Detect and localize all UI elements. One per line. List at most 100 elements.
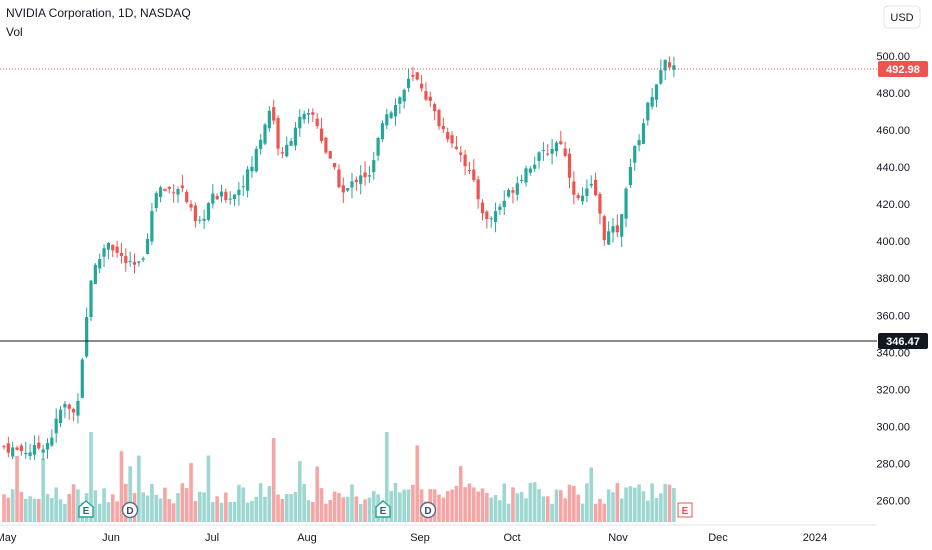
candle	[385, 108, 389, 130]
volume-bar	[532, 482, 537, 522]
candle	[176, 186, 180, 203]
candle	[211, 183, 215, 209]
candle	[89, 279, 93, 322]
marker-shape	[78, 500, 94, 518]
volume-bar	[124, 483, 128, 522]
volume-bar	[554, 489, 559, 522]
earnings-marker-icon[interactable]: E	[677, 502, 693, 518]
marker-shape	[677, 502, 693, 518]
volume-bar	[541, 496, 546, 522]
candle-body	[141, 258, 145, 260]
earnings-marker-icon[interactable]: E	[78, 500, 94, 518]
candle	[463, 150, 467, 176]
volume-bar	[506, 503, 511, 522]
volume-bar	[102, 488, 106, 522]
candle	[232, 194, 237, 206]
candle	[106, 242, 110, 260]
candle-body	[280, 152, 284, 154]
symbol-title[interactable]: NVIDIA Corporation, 1D, NASDAQ	[6, 6, 191, 20]
candle-body	[567, 153, 572, 178]
candle	[550, 138, 554, 165]
candle-body	[337, 169, 341, 188]
price-tick-label: 360.00	[876, 310, 910, 322]
candle	[315, 112, 319, 129]
volume-bar	[23, 498, 28, 522]
candle	[380, 120, 385, 142]
volume-bar	[145, 495, 150, 522]
candle	[663, 59, 667, 80]
candle-body	[615, 225, 619, 233]
candle-body	[385, 114, 389, 126]
volume-bar	[306, 500, 311, 522]
candle-body	[102, 248, 106, 257]
candle	[589, 175, 593, 189]
volume-bar	[358, 503, 363, 522]
candle	[163, 188, 167, 192]
candle	[559, 130, 563, 146]
candle	[150, 202, 154, 245]
candle-body	[628, 166, 632, 186]
candle-body	[241, 186, 245, 188]
candle	[572, 171, 576, 205]
candle-body	[172, 192, 176, 194]
volume-bar	[559, 490, 563, 522]
volume-bar	[654, 497, 659, 522]
volume-bar	[28, 496, 32, 522]
marker-letter: E	[682, 506, 689, 517]
candle	[515, 176, 519, 201]
candle	[650, 87, 654, 110]
price-tick-label: 280.00	[876, 458, 910, 470]
candle-body	[350, 181, 354, 188]
dividend-marker-icon[interactable]: D	[419, 501, 437, 519]
volume-bar	[667, 484, 672, 522]
candle	[2, 444, 6, 450]
candle-body	[341, 185, 345, 193]
volume-bar	[206, 455, 211, 522]
candle-body	[437, 109, 441, 127]
candle	[206, 202, 211, 222]
volume-bar	[37, 499, 41, 522]
time-axis[interactable]: May Jun Jul Aug Sep Oct Nov Dec 2024	[0, 524, 877, 544]
price-axis[interactable]: 500.00 480.00 460.00 440.00 420.00 400.00 380.…	[876, 51, 928, 507]
candle	[145, 233, 150, 255]
volume-bar	[302, 484, 306, 522]
candle	[93, 262, 97, 285]
candle-body	[646, 102, 650, 121]
candle	[646, 101, 650, 126]
candle-body	[537, 152, 541, 161]
candle-body	[346, 188, 350, 191]
candle	[428, 91, 432, 107]
volume-bar	[141, 492, 145, 522]
candle-body	[659, 70, 663, 84]
candle	[554, 140, 559, 157]
time-tick-label: 2024	[803, 532, 827, 544]
candle-body	[380, 123, 385, 140]
dividend-marker-icon[interactable]: D	[121, 501, 139, 519]
candle-body	[663, 59, 667, 71]
candle-body	[667, 62, 672, 68]
volume-bar	[598, 498, 602, 522]
candle-body	[528, 168, 532, 173]
candle	[19, 443, 23, 456]
candle-body	[167, 187, 171, 189]
candle-body	[611, 226, 615, 233]
candle	[350, 172, 354, 199]
marker-shape	[375, 500, 391, 518]
candle	[498, 203, 502, 215]
volume-bar	[576, 494, 580, 522]
candle	[585, 179, 589, 203]
candle-body	[285, 144, 289, 157]
currency-button[interactable]: USD	[883, 5, 921, 29]
earnings-marker-icon[interactable]: E	[375, 500, 391, 518]
candle	[454, 135, 458, 150]
volume-bar	[267, 486, 272, 522]
volume-bar	[89, 432, 93, 522]
candle	[450, 131, 454, 148]
candle-body	[485, 211, 489, 220]
candle-body	[502, 200, 506, 207]
volume-bar	[189, 463, 193, 522]
volume-bar	[324, 503, 328, 522]
candle	[263, 122, 267, 146]
